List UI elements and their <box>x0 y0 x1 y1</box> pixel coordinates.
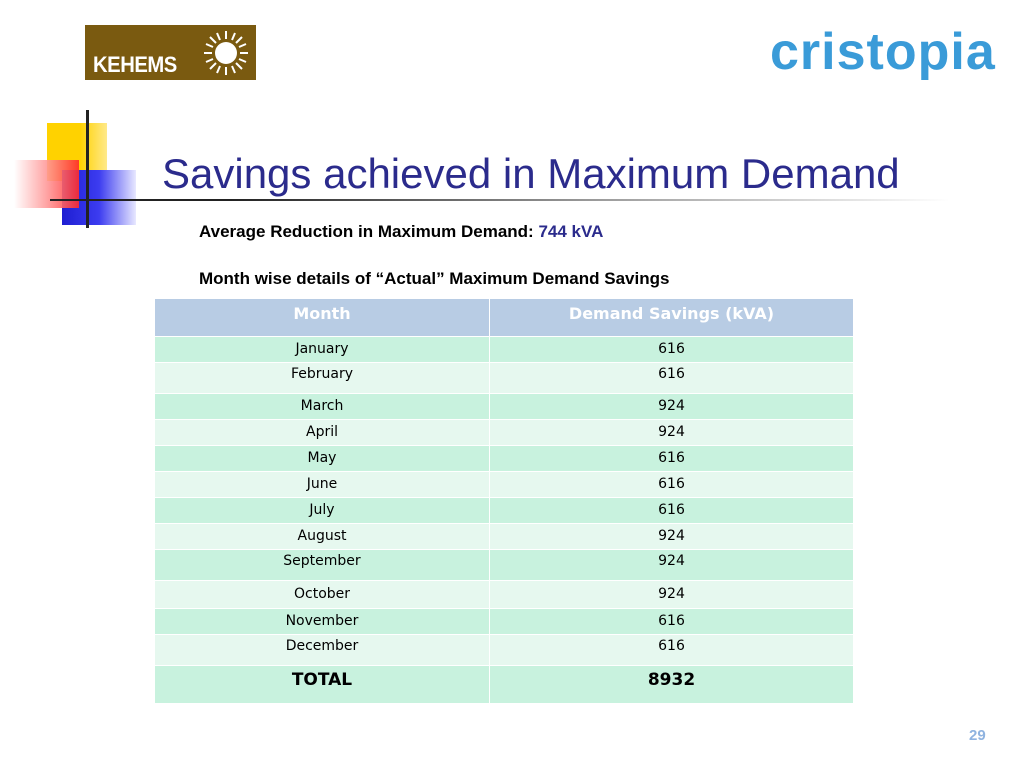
table-row: December 616 <box>154 634 854 666</box>
table-row: October 924 <box>154 580 854 609</box>
value-cell: 616 <box>489 471 854 498</box>
value-cell: 924 <box>489 549 854 581</box>
table-row: February 616 <box>154 362 854 394</box>
month-cell: November <box>154 608 490 635</box>
total-value: 8932 <box>489 665 854 704</box>
month-cell: May <box>154 445 490 472</box>
average-reduction-value: 744 kVA <box>538 222 604 241</box>
month-cell: April <box>154 419 490 446</box>
kehems-logo-text: KEHEMS <box>93 52 177 77</box>
month-cell: February <box>154 362 490 394</box>
table-total-row: TOTAL 8932 <box>154 665 854 704</box>
month-cell: June <box>154 471 490 498</box>
table-row: January 616 <box>154 336 854 363</box>
cristopia-logo: cristopia <box>770 23 996 81</box>
value-cell: 616 <box>489 634 854 666</box>
value-cell: 924 <box>489 419 854 446</box>
slide-title: Savings achieved in Maximum Demand <box>162 150 900 197</box>
sun-icon <box>204 31 248 75</box>
value-cell: 616 <box>489 362 854 394</box>
average-reduction-label: Average Reduction in Maximum Demand: <box>199 222 534 241</box>
page-number: 29 <box>969 727 986 744</box>
details-heading: Month wise details of “Actual” Maximum D… <box>199 269 670 288</box>
month-cell: September <box>154 549 490 581</box>
table-row: May 616 <box>154 445 854 472</box>
value-cell: 924 <box>489 523 854 550</box>
value-cell: 616 <box>489 497 854 524</box>
table-row: June 616 <box>154 471 854 498</box>
savings-table: Month Demand Savings (kVA) January 616 F… <box>154 298 854 704</box>
table-row: November 616 <box>154 608 854 635</box>
table-row: March 924 <box>154 393 854 420</box>
header-savings: Demand Savings (kVA) <box>489 298 854 337</box>
month-cell: July <box>154 497 490 524</box>
kehems-logo: KEHEMS <box>85 25 256 80</box>
month-cell: October <box>154 580 490 609</box>
month-cell: January <box>154 336 490 363</box>
month-cell: August <box>154 523 490 550</box>
month-cell: March <box>154 393 490 420</box>
title-underline <box>50 199 950 201</box>
value-cell: 924 <box>489 393 854 420</box>
table-header-row: Month Demand Savings (kVA) <box>154 298 854 337</box>
value-cell: 616 <box>489 608 854 635</box>
value-cell: 924 <box>489 580 854 609</box>
decor-vertical-line <box>86 110 89 228</box>
total-label: TOTAL <box>154 665 490 704</box>
table-row: August 924 <box>154 523 854 550</box>
header-month: Month <box>154 298 490 337</box>
average-reduction: Average Reduction in Maximum Demand: 744… <box>199 222 603 242</box>
month-cell: December <box>154 634 490 666</box>
table-row: July 616 <box>154 497 854 524</box>
value-cell: 616 <box>489 445 854 472</box>
table-row: September 924 <box>154 549 854 581</box>
table-row: April 924 <box>154 419 854 446</box>
value-cell: 616 <box>489 336 854 363</box>
